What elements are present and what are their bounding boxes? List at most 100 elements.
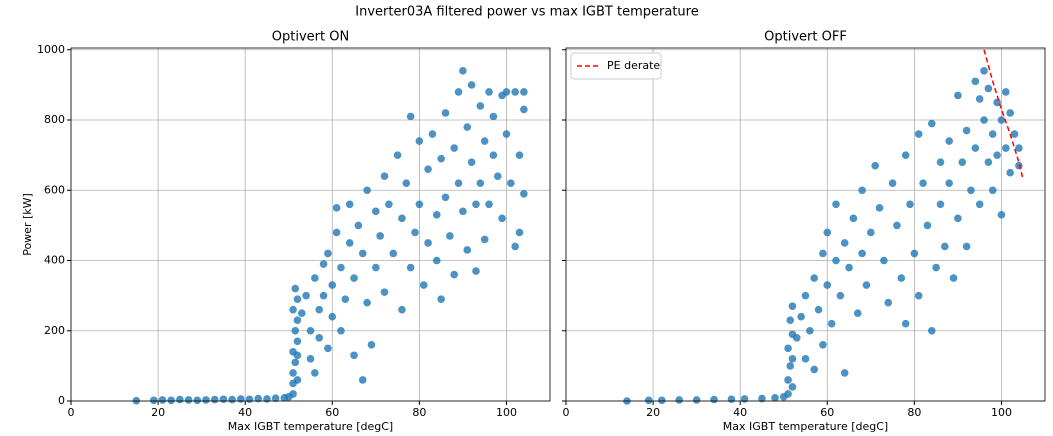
point (228, 395, 236, 404)
point (901, 319, 910, 328)
point (914, 291, 923, 300)
point (271, 394, 280, 402)
point (411, 228, 419, 237)
point (927, 326, 936, 335)
point (941, 242, 949, 251)
x-tick-label: 100 (496, 406, 517, 419)
point (406, 263, 415, 272)
point (385, 200, 393, 209)
point (389, 249, 398, 258)
point (419, 281, 428, 289)
point (315, 333, 324, 342)
point (858, 186, 866, 195)
point (806, 326, 814, 335)
point (801, 355, 810, 363)
point (324, 249, 332, 258)
point (415, 200, 424, 209)
point (675, 396, 684, 404)
point (149, 396, 158, 405)
point (988, 186, 997, 195)
point (367, 341, 376, 349)
point (467, 158, 476, 166)
point (293, 316, 302, 325)
point (345, 239, 354, 247)
point (858, 249, 866, 258)
point (398, 305, 406, 314)
point (489, 112, 498, 121)
point (936, 158, 945, 166)
point (358, 376, 367, 384)
figure-title: Inverter03A filtered power vs max IGBT t… (355, 5, 698, 20)
point (984, 158, 993, 166)
point (337, 263, 345, 272)
point (836, 291, 845, 300)
point (202, 396, 210, 404)
point (962, 242, 971, 251)
point (398, 214, 406, 223)
point (784, 376, 792, 384)
point (832, 200, 840, 209)
point (967, 186, 975, 195)
point (437, 295, 445, 303)
point (788, 355, 797, 363)
point (845, 263, 853, 272)
point (291, 358, 300, 367)
point (237, 395, 245, 403)
point (520, 105, 528, 114)
point (692, 396, 701, 404)
axes-title: Optivert ON (272, 30, 349, 45)
point (293, 351, 302, 360)
point (302, 291, 310, 300)
point (289, 390, 297, 398)
point (372, 263, 380, 272)
x-tick-label: 0 (563, 406, 570, 419)
point (520, 189, 528, 198)
point (376, 232, 384, 240)
point (832, 256, 840, 265)
y-tick-label: 800 (44, 113, 65, 126)
point (897, 274, 906, 282)
point (658, 396, 666, 405)
x-tick-label: 20 (646, 406, 660, 419)
point (945, 179, 953, 188)
y-tick-label: 400 (44, 254, 65, 267)
axes-title: Optivert OFF (764, 30, 847, 45)
point (914, 130, 923, 138)
point (289, 305, 297, 314)
point (901, 151, 910, 159)
point (459, 207, 467, 216)
point (463, 246, 472, 254)
point (520, 88, 528, 96)
point (254, 394, 263, 403)
point (980, 67, 988, 75)
point (424, 239, 432, 247)
point (507, 179, 515, 188)
point (997, 211, 1006, 219)
point (1015, 144, 1023, 152)
point (446, 232, 454, 240)
point (380, 172, 389, 181)
point (502, 88, 511, 96)
point (441, 109, 450, 117)
point (293, 295, 302, 303)
point (306, 326, 315, 335)
point (311, 274, 319, 282)
point (954, 214, 962, 223)
point (176, 395, 184, 404)
point (1006, 168, 1014, 177)
point (1015, 161, 1023, 170)
x-tick-label: 60 (325, 406, 339, 419)
point (840, 369, 849, 377)
point (797, 312, 805, 321)
point (1002, 144, 1010, 152)
point (786, 362, 795, 370)
point (727, 395, 736, 404)
point (975, 95, 984, 103)
point (245, 395, 254, 404)
axes-frame (70, 47, 551, 402)
point (786, 316, 795, 325)
point (485, 88, 493, 96)
x-tick-label: 40 (733, 406, 747, 419)
point (884, 298, 893, 307)
point (363, 186, 371, 195)
